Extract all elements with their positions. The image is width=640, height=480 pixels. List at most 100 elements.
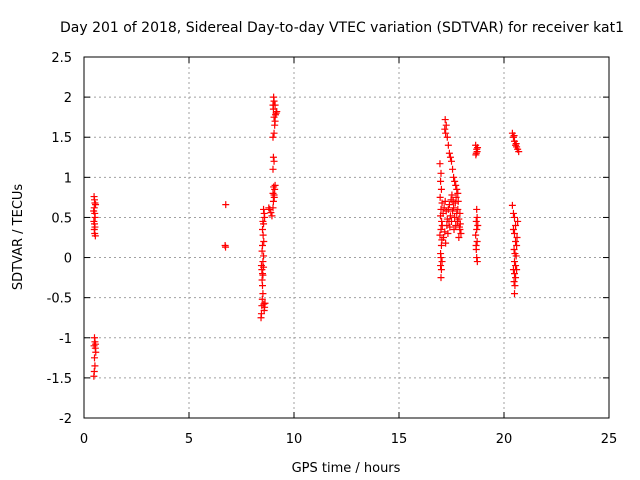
data-point xyxy=(444,141,452,149)
data-point xyxy=(451,199,459,207)
data-point xyxy=(446,153,454,161)
y-tick-label: -1 xyxy=(59,332,72,347)
data-point xyxy=(260,220,268,228)
data-point xyxy=(260,300,268,308)
data-point xyxy=(271,181,279,189)
data-point xyxy=(437,185,445,193)
data-point xyxy=(445,149,453,157)
data-point xyxy=(511,290,518,298)
data-point xyxy=(271,101,279,109)
plot-frame xyxy=(83,56,610,419)
data-point xyxy=(450,225,458,233)
y-tick-label: -0.5 xyxy=(47,292,72,307)
data-point xyxy=(515,148,523,156)
data-point xyxy=(258,247,266,255)
data-point xyxy=(266,205,274,213)
data-point xyxy=(259,282,266,290)
data-point xyxy=(473,225,481,233)
data-point xyxy=(442,129,450,137)
data-point xyxy=(270,193,278,201)
x-tick-label: 20 xyxy=(496,432,513,447)
data-point xyxy=(511,258,518,266)
data-point xyxy=(260,263,268,271)
data-point xyxy=(437,225,445,233)
data-point xyxy=(260,238,268,246)
data-point xyxy=(514,217,522,225)
data-point xyxy=(455,223,463,231)
data-point xyxy=(451,213,459,221)
data-point xyxy=(436,193,444,201)
data-point xyxy=(269,204,277,212)
data-point xyxy=(513,242,521,250)
grid-lines xyxy=(84,57,609,418)
data-point xyxy=(91,362,99,370)
data-point xyxy=(90,207,98,215)
data-point xyxy=(260,205,268,213)
data-point xyxy=(91,199,99,207)
data-point xyxy=(472,242,480,250)
data-point xyxy=(90,372,98,380)
data-point xyxy=(456,209,464,217)
data-point xyxy=(473,238,481,246)
data-point xyxy=(270,93,278,101)
data-point xyxy=(260,252,268,260)
data-point xyxy=(512,262,520,270)
y-tick-label: 2 xyxy=(64,91,72,106)
axis-ticks: 0 5 10 15 20 25 -2 -1.5 -1 -0.5 0 0.5 1 1.5 2 2.5 xyxy=(47,51,618,447)
data-point xyxy=(260,307,268,315)
data-point xyxy=(91,354,98,362)
data-point xyxy=(438,258,446,266)
data-point xyxy=(270,129,278,137)
data-point xyxy=(259,271,267,279)
data-point xyxy=(257,314,265,322)
data-point xyxy=(512,238,520,246)
data-point xyxy=(445,201,453,209)
data-point xyxy=(511,229,518,237)
data-point xyxy=(449,207,457,215)
data-point xyxy=(437,262,445,270)
data-point xyxy=(452,181,460,189)
data-point xyxy=(456,220,464,228)
data-point xyxy=(441,228,449,236)
data-point xyxy=(437,274,445,282)
data-point xyxy=(508,201,516,209)
data-point xyxy=(509,209,517,217)
data-point xyxy=(512,221,520,229)
data-point xyxy=(269,165,277,173)
data-point xyxy=(473,254,481,262)
data-point xyxy=(441,197,449,205)
data-point xyxy=(472,231,480,239)
data-point xyxy=(455,234,463,241)
data-point xyxy=(441,116,449,124)
data-point xyxy=(512,140,520,148)
data-point xyxy=(442,121,450,129)
data-point xyxy=(474,221,482,229)
data-point xyxy=(437,205,445,213)
data-point xyxy=(267,209,275,217)
x-tick-label: 15 xyxy=(391,432,408,447)
data-point xyxy=(268,212,276,220)
data-point xyxy=(271,117,279,125)
y-tick-label: 0.5 xyxy=(51,211,72,226)
data-point xyxy=(473,205,481,213)
data-point xyxy=(511,213,518,221)
data-point xyxy=(444,205,452,213)
data-point xyxy=(92,201,100,209)
data-point xyxy=(472,151,480,159)
data-point xyxy=(259,225,266,233)
y-tick-label: 1 xyxy=(64,171,72,186)
x-tick-label: 5 xyxy=(185,432,193,447)
data-point xyxy=(442,239,450,247)
data-point xyxy=(452,193,460,201)
data-point xyxy=(269,189,277,197)
data-point xyxy=(513,234,521,241)
data-point xyxy=(437,242,445,250)
data-point xyxy=(92,348,100,356)
data-point xyxy=(443,221,451,229)
data-point xyxy=(454,197,462,205)
data-point xyxy=(448,157,455,165)
data-point xyxy=(436,160,444,168)
data-point xyxy=(270,157,278,165)
data-point xyxy=(452,221,460,229)
